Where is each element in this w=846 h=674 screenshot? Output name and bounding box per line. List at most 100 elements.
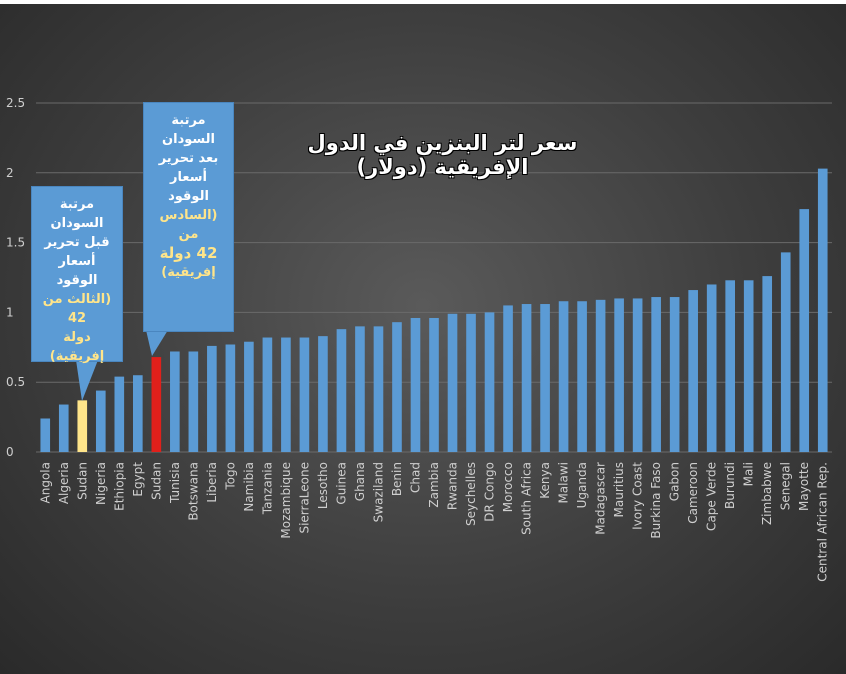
callout-after-pointer bbox=[146, 330, 168, 356]
callout-before-pointer bbox=[76, 360, 98, 401]
x-tick-label: Tanzania bbox=[260, 462, 274, 515]
x-tick-label: Sudan bbox=[149, 462, 163, 500]
bar-benin bbox=[392, 322, 402, 452]
bar-zambia bbox=[429, 317, 439, 452]
x-tick-label: Rwanda bbox=[446, 462, 460, 510]
x-tick-label: Zimbabwe bbox=[760, 462, 774, 525]
x-tick-label: Cape Verde bbox=[705, 462, 719, 531]
x-tick-label: Namibia bbox=[242, 462, 256, 512]
x-tick-label: Mauritius bbox=[612, 462, 626, 517]
bar-morocco bbox=[503, 305, 513, 452]
x-tick-label: South Africa bbox=[520, 462, 534, 535]
x-tick-label: Kenya bbox=[538, 462, 552, 499]
bar-burkina-faso bbox=[651, 297, 661, 452]
y-tick-label: 1 bbox=[6, 305, 14, 319]
callout-before-line2: قبل تحرير bbox=[44, 235, 110, 250]
callout-after-line5: 42 دولة bbox=[159, 244, 218, 262]
x-tick-label: Cameroon bbox=[686, 462, 700, 524]
bar-rwanda bbox=[447, 313, 458, 452]
y-tick-label: 1.5 bbox=[6, 236, 25, 250]
bar-cameroon bbox=[688, 290, 698, 452]
bar-mali bbox=[743, 280, 754, 452]
chart-panel: 0 0.5 1 1.5 2 2.5 Angola Algeria Sudan Nigeria Et… bbox=[0, 4, 846, 674]
bar-chart: 0 0.5 1 1.5 2 2.5 Angola Algeria Sudan Nigeria Et… bbox=[6, 96, 832, 582]
bar-tanzania bbox=[262, 337, 273, 452]
bar-mozambique bbox=[281, 337, 291, 452]
x-tick-label: Burkina Faso bbox=[649, 462, 663, 539]
bar-swaziland bbox=[373, 326, 384, 452]
x-tick-label: Seychelles bbox=[464, 462, 478, 526]
x-tick-label: Zambia bbox=[427, 462, 441, 508]
x-tick-label: Madagascar bbox=[594, 462, 608, 535]
x-tick-label: Lesotho bbox=[316, 462, 330, 509]
bar-senegal bbox=[780, 252, 791, 452]
bar-egypt bbox=[133, 375, 143, 452]
x-tick-label: Burundi bbox=[723, 462, 737, 509]
callout-after-line2: بعد تحرير bbox=[158, 151, 219, 166]
x-tick-label: Morocco bbox=[501, 462, 515, 512]
callout-after-liberalization: مرتبة السودان بعد تحرير أسعار الوقود (ال… bbox=[143, 102, 234, 332]
bar-burundi bbox=[725, 280, 735, 452]
callout-pointers bbox=[76, 330, 168, 401]
x-tick-label: Togo bbox=[223, 462, 237, 491]
x-tick-label: SierraLeone bbox=[297, 462, 311, 534]
bars bbox=[40, 168, 828, 452]
bar-namibia bbox=[244, 341, 254, 452]
x-tick-label: Ivory Coast bbox=[631, 462, 645, 530]
x-tick-label: Guinea bbox=[334, 462, 348, 505]
x-tick-label: DR Congo bbox=[483, 462, 497, 522]
x-axis-labels: Angola Algeria Sudan Nigeria Ethiopia Egypt Su… bbox=[38, 462, 829, 582]
bar-botswana bbox=[188, 351, 199, 452]
x-tick-label: Tunisia bbox=[168, 462, 182, 504]
bar-cape-verde bbox=[706, 284, 717, 452]
chart-title: سعر لتر البنزين في الدول الإفريقية (دولا… bbox=[307, 131, 578, 179]
bar-lesotho bbox=[318, 336, 328, 452]
callout-before-line4: (الثالث من 42 bbox=[42, 292, 112, 326]
bar-madagascar bbox=[595, 299, 606, 452]
x-tick-label: Central African Rep. bbox=[816, 462, 830, 582]
callout-after-line3: أسعار الوقود bbox=[168, 170, 209, 204]
x-tick-label: Gabon bbox=[668, 462, 682, 501]
y-tick-label: 2 bbox=[6, 166, 14, 180]
x-tick-label: Sudan bbox=[75, 462, 89, 500]
bar-kenya bbox=[540, 304, 550, 452]
bar-central-african-rep- bbox=[817, 168, 828, 452]
x-tick-label: Chad bbox=[408, 462, 422, 493]
bar-guinea bbox=[336, 329, 347, 452]
x-tick-label: Mozambique bbox=[279, 462, 293, 539]
callout-before-line5: دولة إفريقية) bbox=[49, 330, 105, 364]
bar-ethiopia bbox=[114, 376, 125, 452]
bar-south-africa bbox=[521, 304, 532, 452]
x-tick-label: Botswana bbox=[186, 462, 200, 521]
bar-zimbabwe bbox=[762, 276, 773, 452]
callout-before-line1: مرتبة السودان bbox=[50, 197, 104, 231]
bar-seychelles bbox=[466, 313, 476, 452]
callout-after-line6: إفريقية) bbox=[161, 265, 216, 280]
callout-before-line3: أسعار الوقود bbox=[56, 254, 98, 288]
x-tick-label: Liberia bbox=[205, 462, 219, 503]
bar-sudan bbox=[151, 357, 162, 452]
bar-angola bbox=[40, 418, 51, 452]
callout-before-liberalization: مرتبة السودان قبل تحرير أسعار الوقود (ال… bbox=[31, 186, 123, 364]
bar-ivory-coast bbox=[632, 298, 643, 452]
x-tick-label: Swaziland bbox=[371, 462, 385, 522]
x-tick-label: Algeria bbox=[57, 462, 71, 504]
bar-sudan bbox=[77, 400, 88, 452]
bar-malawi bbox=[558, 301, 569, 452]
callout-after-line4: (السادس من bbox=[159, 208, 218, 242]
bar-uganda bbox=[577, 301, 587, 452]
x-tick-label: Nigeria bbox=[94, 462, 108, 505]
callout-after-line1: مرتبة السودان bbox=[162, 113, 215, 147]
bar-nigeria bbox=[95, 390, 106, 452]
x-tick-label: Ghana bbox=[353, 462, 367, 501]
bar-dr-congo bbox=[484, 312, 495, 452]
x-tick-label: Ethiopia bbox=[112, 462, 126, 511]
x-tick-label: Egypt bbox=[131, 462, 145, 497]
y-tick-label: 0 bbox=[6, 445, 14, 459]
x-tick-label: Senegal bbox=[779, 462, 793, 510]
x-tick-label: Uganda bbox=[575, 462, 589, 508]
y-tick-label: 0.5 bbox=[6, 375, 25, 389]
y-axis-ticks: 0 0.5 1 1.5 2 2.5 bbox=[6, 96, 25, 459]
x-tick-label: Angola bbox=[38, 462, 52, 503]
bar-sierraleone bbox=[299, 337, 310, 452]
